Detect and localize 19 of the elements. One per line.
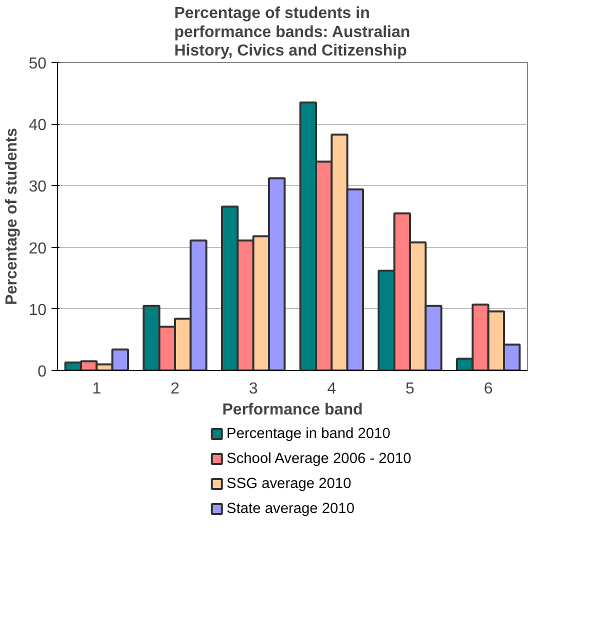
y-tick-label: 10 <box>28 302 47 319</box>
legend-label: Percentage in band 2010 <box>226 426 390 442</box>
legend-label: School Average 2006 - 2010 <box>226 451 412 467</box>
y-tick-label: 0 <box>38 364 47 380</box>
legend-label: SSG average 2010 <box>226 476 352 492</box>
x-tick-label: 4 <box>327 380 336 398</box>
x-axis-title: Performance band <box>222 402 363 418</box>
y-tick-label: 50 <box>28 56 47 72</box>
legend-label: State average 2010 <box>226 501 354 517</box>
x-tick-label: 3 <box>248 380 258 398</box>
y-tick-label: 20 <box>28 240 47 258</box>
x-tick-label: 6 <box>484 380 493 398</box>
x-tick-label: 5 <box>406 380 415 398</box>
x-tick-label: 1 <box>92 380 102 398</box>
y-tick-label: 40 <box>28 117 47 134</box>
y-tick-label: 30 <box>28 178 47 196</box>
chart-title: Percentage of students in performance bands: Australian History, Civics and Citizenship <box>174 5 410 60</box>
y-axis-title: Percentage of students <box>4 128 21 305</box>
x-tick-label: 2 <box>170 380 180 398</box>
